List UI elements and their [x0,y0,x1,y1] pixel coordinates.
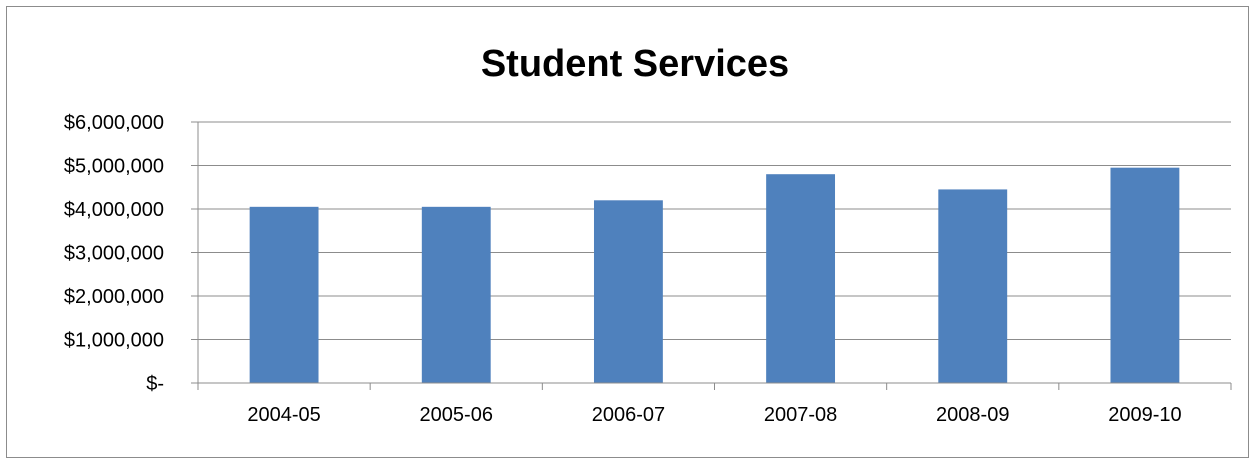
x-tick-label: 2007-08 [764,404,837,426]
bar [249,206,319,383]
gridlines [198,121,1231,340]
x-tick-label: 2006-07 [592,404,665,426]
y-tick-label: $1,000,000 [64,330,164,352]
x-tick-label: 2009-10 [1108,404,1181,426]
y-tick-label: $4,000,000 [64,199,164,221]
x-tick-label: 2004-05 [247,404,320,426]
bar [766,174,836,383]
x-tick-label: 2005-06 [420,404,493,426]
chart-title: Student Services [481,43,789,85]
y-tick-labels: $- $1,000,000 $2,000,000 $3,000,000 $4,000,0… [64,112,164,395]
x-tick-label: 2008-09 [936,404,1009,426]
y-tick-label: $6,000,000 [64,112,164,134]
bar [593,200,663,383]
bar [421,206,491,383]
y-tick-label: $- [146,373,164,395]
bar [938,189,1008,383]
y-tick-label: $3,000,000 [64,243,164,265]
axes [191,121,1232,390]
y-tick-label: $2,000,000 [64,286,164,308]
y-tick-label: $5,000,000 [64,156,164,178]
x-tick-labels: 2004-05 2005-06 2006-07 2007-08 2008-09 2009-… [247,404,1181,426]
bars [249,167,1180,383]
bar [1110,167,1180,383]
